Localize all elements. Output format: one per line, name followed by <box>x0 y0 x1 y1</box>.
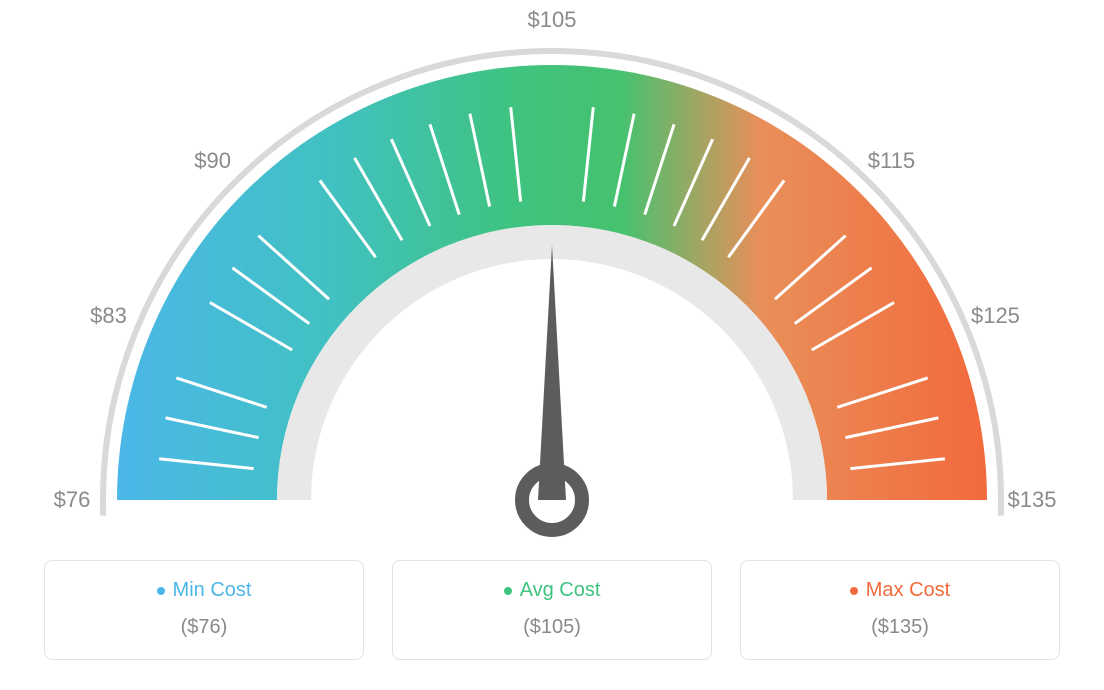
legend-dot-icon <box>157 587 165 595</box>
legend-title: Min Cost <box>157 579 252 602</box>
legend-value: ($76) <box>55 616 353 639</box>
avg-cost-card: Avg Cost ($105) <box>392 560 712 660</box>
legend-value: ($105) <box>403 616 701 639</box>
tick-label: $76 <box>54 487 91 513</box>
tick-label: $135 <box>1008 487 1057 513</box>
legend-row: Min Cost ($76) Avg Cost ($105) Max Cost ($135… <box>0 560 1104 660</box>
tick-label: $83 <box>90 303 127 329</box>
tick-label: $90 <box>194 148 231 174</box>
legend-title-text: Max Cost <box>866 579 950 602</box>
tick-label: $115 <box>868 148 915 174</box>
gauge-needle <box>538 245 566 500</box>
legend-title: Max Cost <box>850 579 950 602</box>
legend-title-text: Min Cost <box>173 579 252 602</box>
gauge-chart: $76 $83 $90 $105 $115 $125 $135 <box>0 0 1104 560</box>
max-cost-card: Max Cost ($135) <box>740 560 1060 660</box>
legend-dot-icon <box>504 587 512 595</box>
legend-title: Avg Cost <box>504 579 601 602</box>
tick-label: $125 <box>971 303 1020 329</box>
legend-dot-icon <box>850 587 858 595</box>
min-cost-card: Min Cost ($76) <box>44 560 364 660</box>
gauge-svg <box>0 0 1104 560</box>
legend-title-text: Avg Cost <box>520 579 601 602</box>
legend-value: ($135) <box>751 616 1049 639</box>
tick-label: $105 <box>528 7 577 33</box>
